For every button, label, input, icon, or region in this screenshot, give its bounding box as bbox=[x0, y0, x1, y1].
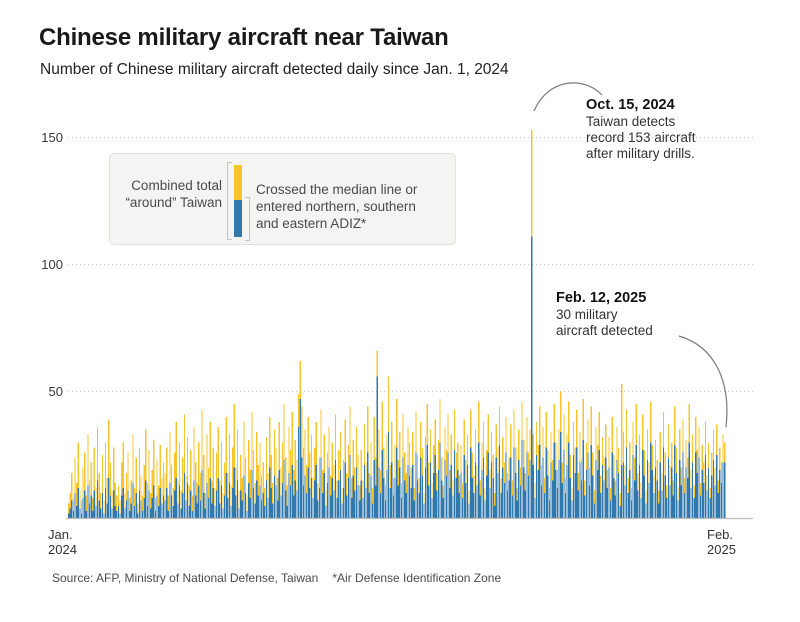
legend-label-combined-line2: “around” Taiwan bbox=[125, 195, 222, 210]
legend-box: Combined total “around” Taiwan Crossed t… bbox=[109, 153, 456, 245]
annotation-arrow-oct bbox=[534, 82, 603, 111]
x-label-start: Jan. 2024 bbox=[48, 527, 77, 557]
y-tick-150: 150 bbox=[41, 130, 63, 145]
annotation-oct-line1: Taiwan detects bbox=[586, 114, 676, 129]
annotation-oct-line2: record 153 aircraft bbox=[586, 130, 696, 145]
annotation-feb-line2: aircraft detected bbox=[556, 323, 653, 338]
annotation-feb-12-2025: Feb. 12, 2025 30 military aircraft detec… bbox=[556, 290, 653, 339]
x-label-start-month: Jan. bbox=[48, 527, 73, 542]
page-title: Chinese military aircraft near Taiwan bbox=[39, 24, 449, 51]
legend-bracket-total bbox=[227, 162, 232, 240]
legend-bracket-crossed bbox=[245, 197, 250, 241]
annotation-oct-15-2024: Oct. 15, 2024 Taiwan detects record 153 … bbox=[586, 97, 696, 162]
annotation-arrow-feb bbox=[678, 335, 728, 427]
x-label-start-year: 2024 bbox=[48, 542, 77, 557]
annotation-feb-date: Feb. 12, 2025 bbox=[556, 290, 647, 306]
annotation-oct-line3: after military drills. bbox=[586, 146, 695, 161]
annotation-oct-date: Oct. 15, 2024 bbox=[586, 97, 675, 113]
source-footnote: *Air Defense Identification Zone bbox=[332, 571, 502, 585]
legend-swatch-crossed-blue bbox=[234, 200, 242, 237]
x-label-end: Feb. 2025 bbox=[707, 527, 736, 557]
x-label-end-month: Feb. bbox=[707, 527, 734, 542]
legend-label-combined-total: Combined total “around” Taiwan bbox=[116, 177, 222, 211]
source-credit: Source: AFP, Ministry of National Defens… bbox=[52, 571, 319, 585]
legend-label-crossed-line1: Crossed the median line or bbox=[256, 182, 418, 197]
source-line: Source: AFP, Ministry of National Defens… bbox=[52, 571, 501, 585]
legend-label-crossed-line3: and eastern ADIZ* bbox=[256, 216, 367, 231]
legend-label-crossed-median: Crossed the median line or entered north… bbox=[256, 181, 451, 232]
x-label-end-year: 2025 bbox=[707, 542, 736, 557]
y-tick-100: 100 bbox=[41, 257, 63, 272]
annotation-feb-line1: 30 military bbox=[556, 307, 618, 322]
legend-label-crossed-line2: entered northern, southern bbox=[256, 199, 416, 214]
bars-stacked-daily bbox=[68, 129, 726, 519]
legend-label-combined-line1: Combined total bbox=[131, 178, 222, 193]
legend-swatch-total-yellow bbox=[234, 165, 242, 200]
page-subtitle: Number of Chinese military aircraft dete… bbox=[40, 61, 509, 78]
y-tick-50: 50 bbox=[48, 384, 63, 399]
